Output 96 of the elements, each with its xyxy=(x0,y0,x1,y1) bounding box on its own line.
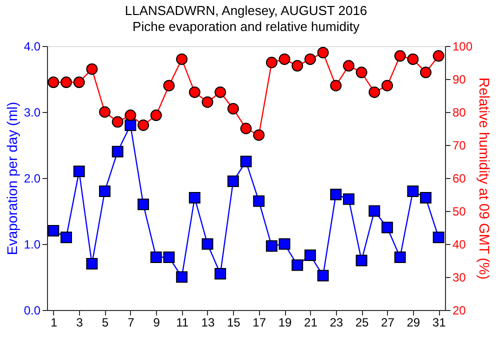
chart-title: LLANSADWRN, Anglesey, AUGUST 2016 xyxy=(124,3,368,18)
point xyxy=(342,193,354,205)
x-tick-label: 1 xyxy=(50,316,58,330)
point xyxy=(292,60,304,72)
y-tick-label: 1.0 xyxy=(24,238,41,252)
y2-tick-label: 60 xyxy=(452,172,466,186)
point xyxy=(266,240,278,252)
point xyxy=(48,76,60,88)
x-tick-label: 25 xyxy=(355,316,370,330)
point xyxy=(202,238,214,250)
point xyxy=(253,195,265,207)
x-tick-label: 27 xyxy=(381,316,395,330)
y-tick-label: 0.0 xyxy=(24,304,41,318)
y-axis-title: Evaporation per day (ml) xyxy=(4,102,20,256)
point xyxy=(420,66,432,78)
point xyxy=(304,53,316,65)
point xyxy=(304,249,316,261)
point xyxy=(368,86,380,98)
point xyxy=(253,129,265,141)
point xyxy=(112,146,124,158)
point xyxy=(407,185,419,197)
point xyxy=(214,86,226,98)
x-tick-label: 3 xyxy=(76,316,84,330)
point xyxy=(317,270,329,282)
y-tick-label: 2.0 xyxy=(24,172,41,186)
x-tick-label: 9 xyxy=(153,316,160,330)
point xyxy=(292,259,304,271)
point xyxy=(99,106,111,118)
x-tick-label: 13 xyxy=(201,316,215,330)
y-tick-label: 3.0 xyxy=(24,106,41,120)
x-tick-label: 21 xyxy=(304,316,318,330)
point xyxy=(381,222,393,234)
y-tick-label: 4.0 xyxy=(24,40,41,54)
x-tick-label: 15 xyxy=(226,316,241,330)
point xyxy=(266,56,278,68)
point xyxy=(138,198,150,210)
point xyxy=(227,176,239,188)
y2-tick-label: 90 xyxy=(452,72,466,86)
point xyxy=(202,96,214,108)
point xyxy=(60,232,72,244)
point xyxy=(356,66,368,78)
point xyxy=(163,251,175,263)
point xyxy=(432,232,444,244)
point xyxy=(112,116,124,128)
x-tick-label: 19 xyxy=(278,316,292,330)
point xyxy=(240,156,252,168)
y2-tick-label: 100 xyxy=(452,40,473,54)
point xyxy=(188,86,200,98)
x-tick-label: 17 xyxy=(252,316,266,330)
x-tick-label: 7 xyxy=(128,316,135,330)
point xyxy=(73,76,85,88)
point xyxy=(407,53,419,65)
point xyxy=(368,205,380,217)
point xyxy=(381,80,393,92)
y2-tick-label: 80 xyxy=(452,106,466,120)
y2-tick-label: 40 xyxy=(452,238,466,252)
point xyxy=(124,119,136,131)
point xyxy=(73,166,85,178)
x-tick-label: 23 xyxy=(330,316,344,330)
point xyxy=(163,80,175,92)
y2-axis-title: Relative humidity at 09 GMT (%) xyxy=(476,77,493,280)
point xyxy=(48,225,60,237)
x-tick-label: 5 xyxy=(102,316,109,330)
point xyxy=(188,192,200,204)
point xyxy=(420,192,432,204)
y2-tick-label: 30 xyxy=(452,270,466,284)
x-tick-label: 31 xyxy=(432,316,446,330)
point xyxy=(150,251,162,263)
point xyxy=(330,80,342,92)
point xyxy=(176,271,188,283)
point xyxy=(342,60,354,72)
y2-tick-label: 70 xyxy=(452,138,466,152)
y2-tick-label: 50 xyxy=(452,204,466,218)
chart-subtitle: Piche evaporation and relative humidity xyxy=(132,19,360,34)
point xyxy=(330,188,342,200)
point xyxy=(124,110,136,122)
point xyxy=(138,119,150,131)
point xyxy=(60,76,72,88)
point xyxy=(227,102,239,114)
point xyxy=(150,110,162,122)
point xyxy=(240,122,252,134)
point xyxy=(394,50,406,62)
point xyxy=(86,258,98,270)
x-tick-label: 29 xyxy=(406,316,420,330)
point xyxy=(214,268,226,280)
point xyxy=(278,238,290,250)
point xyxy=(278,53,290,65)
point xyxy=(176,53,188,65)
point xyxy=(317,46,329,58)
point xyxy=(86,63,98,75)
y2-tick-label: 20 xyxy=(452,304,466,318)
point xyxy=(432,50,444,62)
point xyxy=(394,251,406,263)
point xyxy=(99,185,111,197)
x-tick-label: 11 xyxy=(176,316,189,330)
point xyxy=(356,254,368,266)
